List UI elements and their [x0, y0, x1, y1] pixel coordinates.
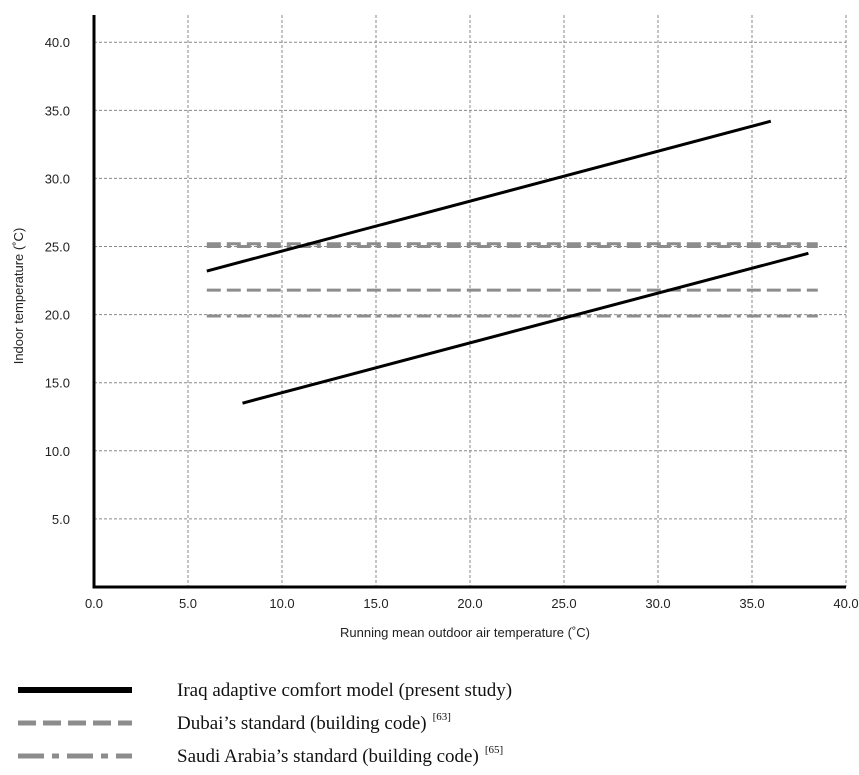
y-tick-label: 15.0	[45, 376, 70, 391]
x-tick-label: 15.0	[363, 596, 388, 611]
series-layer	[206, 119, 818, 405]
x-tick-label: 5.0	[179, 596, 197, 611]
y-axis-label: Indoor temperature (˚C)	[11, 228, 26, 365]
legend-label: Saudi Arabia’s standard (building code)	[177, 746, 479, 767]
x-tick-label: 30.0	[645, 596, 670, 611]
y-tick-label: 25.0	[45, 240, 70, 255]
x-tick-label: 10.0	[269, 596, 294, 611]
y-tick-label: 5.0	[52, 512, 70, 527]
y-tick-label: 10.0	[45, 444, 70, 459]
y-tick-label: 30.0	[45, 171, 70, 186]
y-tick-label: 20.0	[45, 308, 70, 323]
tick-labels: 0.0 5.0 10.0 15.0 20.0 25.0 30.0 35.0 40.0 5.0 10.…	[45, 35, 859, 611]
axes	[92, 15, 846, 589]
legend-label: Iraq adaptive comfort model (present stu…	[177, 680, 512, 701]
y-tick-label: 40.0	[45, 35, 70, 50]
x-tick-label: 20.0	[457, 596, 482, 611]
series-line-solid	[206, 119, 772, 273]
legend-label: Dubai’s standard (building code)	[177, 713, 427, 734]
legend: Iraq adaptive comfort model (present stu…	[18, 680, 512, 767]
legend-reference: [63]	[433, 711, 451, 723]
x-tick-label: 35.0	[739, 596, 764, 611]
y-tick-label: 35.0	[45, 103, 70, 118]
grid	[94, 15, 847, 587]
x-axis-label: Running mean outdoor air temperature (˚C…	[340, 625, 590, 640]
x-tick-label: 40.0	[833, 596, 858, 611]
x-tick-label: 25.0	[551, 596, 576, 611]
legend-reference: [65]	[485, 744, 503, 756]
series-line-solid	[242, 251, 809, 405]
x-tick-label: 0.0	[85, 596, 103, 611]
